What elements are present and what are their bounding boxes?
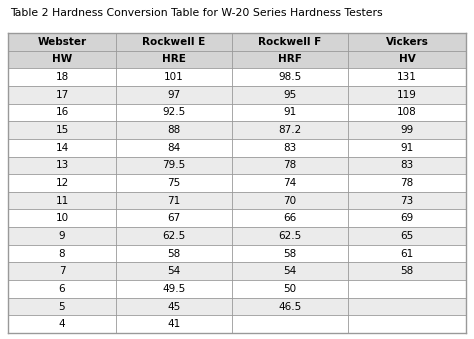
Text: 50: 50 xyxy=(283,284,297,294)
Text: 54: 54 xyxy=(167,266,181,276)
Text: 18: 18 xyxy=(55,72,69,82)
Text: 15: 15 xyxy=(55,125,69,135)
Bar xyxy=(8,33,466,68)
Text: 46.5: 46.5 xyxy=(278,301,301,312)
Text: 62.5: 62.5 xyxy=(278,231,301,241)
Text: 73: 73 xyxy=(401,196,414,206)
Text: 12: 12 xyxy=(55,178,69,188)
Text: Rockwell E: Rockwell E xyxy=(142,37,206,47)
Text: 119: 119 xyxy=(397,90,417,100)
Text: 13: 13 xyxy=(55,160,69,171)
Text: HV: HV xyxy=(399,55,415,64)
Text: 79.5: 79.5 xyxy=(163,160,186,171)
Text: Rockwell F: Rockwell F xyxy=(258,37,322,47)
Text: 5: 5 xyxy=(59,301,65,312)
Text: 41: 41 xyxy=(167,319,181,329)
Bar xyxy=(8,86,466,104)
Text: HRF: HRF xyxy=(278,55,302,64)
Text: 91: 91 xyxy=(283,107,297,117)
Text: 65: 65 xyxy=(401,231,414,241)
Text: 70: 70 xyxy=(283,196,297,206)
Text: 87.2: 87.2 xyxy=(278,125,301,135)
Text: 54: 54 xyxy=(283,266,297,276)
Text: Vickers: Vickers xyxy=(385,37,428,47)
Text: 71: 71 xyxy=(167,196,181,206)
Text: 62.5: 62.5 xyxy=(163,231,186,241)
Text: 9: 9 xyxy=(59,231,65,241)
Text: 11: 11 xyxy=(55,196,69,206)
Text: 88: 88 xyxy=(167,125,181,135)
Text: 101: 101 xyxy=(164,72,184,82)
Text: 92.5: 92.5 xyxy=(163,107,186,117)
Text: 83: 83 xyxy=(283,143,297,153)
Bar xyxy=(8,192,466,210)
Text: 14: 14 xyxy=(55,143,69,153)
Text: 6: 6 xyxy=(59,284,65,294)
Text: 69: 69 xyxy=(401,213,414,223)
Text: 91: 91 xyxy=(401,143,414,153)
Text: 99: 99 xyxy=(401,125,414,135)
Text: HW: HW xyxy=(52,55,72,64)
Text: 108: 108 xyxy=(397,107,417,117)
Text: Table 2 Hardness Conversion Table for W-20 Series Hardness Testers: Table 2 Hardness Conversion Table for W-… xyxy=(10,8,383,18)
Text: 84: 84 xyxy=(167,143,181,153)
Text: 75: 75 xyxy=(167,178,181,188)
Text: 17: 17 xyxy=(55,90,69,100)
Text: 49.5: 49.5 xyxy=(163,284,186,294)
Text: 74: 74 xyxy=(283,178,297,188)
Text: Webster: Webster xyxy=(37,37,87,47)
Text: 97: 97 xyxy=(167,90,181,100)
Text: HRE: HRE xyxy=(162,55,186,64)
Text: 61: 61 xyxy=(401,248,414,259)
Text: 95: 95 xyxy=(283,90,297,100)
Text: 16: 16 xyxy=(55,107,69,117)
Text: 7: 7 xyxy=(59,266,65,276)
Text: 58: 58 xyxy=(167,248,181,259)
Text: 66: 66 xyxy=(283,213,297,223)
Text: 58: 58 xyxy=(283,248,297,259)
Bar xyxy=(8,121,466,139)
Text: 8: 8 xyxy=(59,248,65,259)
Text: 45: 45 xyxy=(167,301,181,312)
Bar xyxy=(8,227,466,245)
Bar xyxy=(8,298,466,315)
Text: 98.5: 98.5 xyxy=(278,72,301,82)
Text: 83: 83 xyxy=(401,160,414,171)
Text: 4: 4 xyxy=(59,319,65,329)
Text: 10: 10 xyxy=(55,213,69,223)
Text: 58: 58 xyxy=(401,266,414,276)
Text: 131: 131 xyxy=(397,72,417,82)
Text: 78: 78 xyxy=(401,178,414,188)
Bar xyxy=(8,157,466,174)
Text: 78: 78 xyxy=(283,160,297,171)
Text: 67: 67 xyxy=(167,213,181,223)
Bar xyxy=(8,262,466,280)
